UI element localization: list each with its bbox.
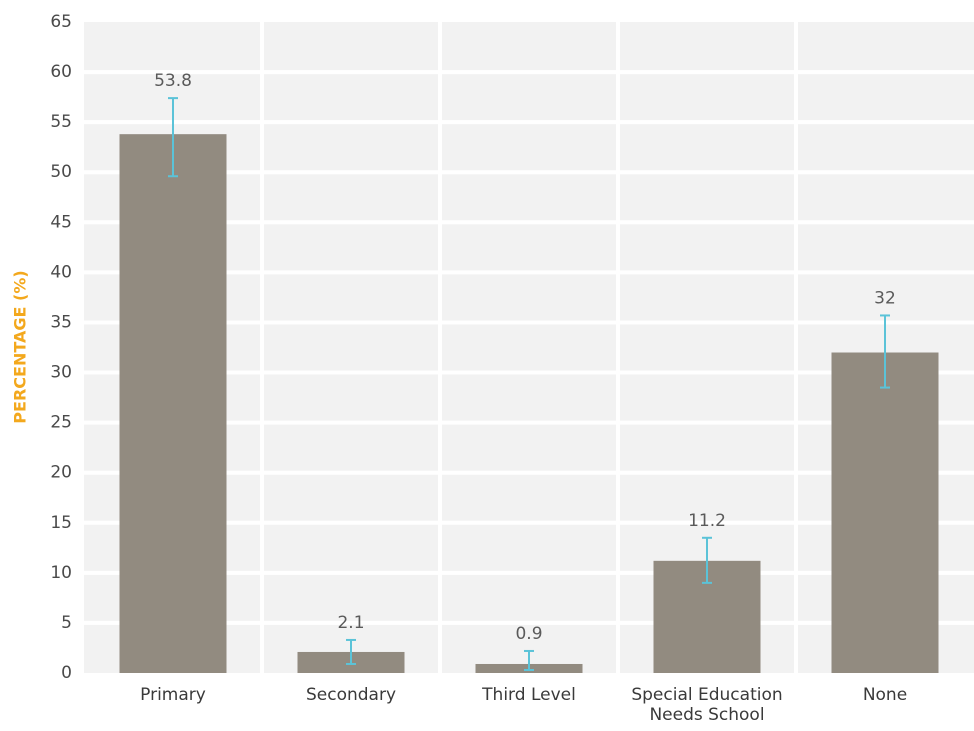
bar (831, 352, 939, 673)
data-label: 2.1 (337, 613, 364, 633)
x-tick-label: Special Education Needs School (631, 685, 782, 725)
error-bar (346, 638, 356, 665)
data-label: 53.8 (154, 71, 192, 91)
grid-lines (84, 22, 974, 673)
y-tick-label: 30 (50, 363, 72, 383)
bar (119, 134, 227, 673)
plot-area (84, 22, 974, 673)
error-bar (702, 536, 712, 584)
error-bars (168, 97, 890, 671)
data-labels: 53.8 2.1 0.9 11.2 32 (154, 71, 896, 644)
y-tick-label: 10 (50, 563, 72, 583)
y-tick-label: 35 (50, 312, 72, 332)
y-tick-label: 0 (61, 663, 72, 683)
y-tick-label: 50 (50, 162, 72, 182)
y-tick-label: 5 (61, 613, 72, 633)
x-tick-label: Third Level (481, 685, 576, 705)
y-tick-label: 15 (50, 513, 72, 533)
x-tick-label: None (863, 685, 907, 705)
y-tick-label: 60 (50, 62, 72, 82)
y-tick-label: 55 (50, 112, 72, 132)
x-tick-label: Primary (140, 685, 206, 705)
y-tick-label: 25 (50, 413, 72, 433)
bars (119, 134, 939, 673)
y-axis-ticks: 0 5 10 15 20 25 30 35 40 45 50 55 60 65 (50, 12, 72, 683)
error-bar (880, 314, 890, 389)
x-tick-label: Secondary (306, 685, 396, 705)
y-tick-label: 65 (50, 12, 72, 32)
y-tick-label: 20 (50, 463, 72, 483)
y-axis-label: PERCENTAGE (%) (11, 270, 30, 423)
error-bar (524, 649, 534, 671)
error-bar (168, 97, 178, 178)
y-tick-label: 40 (50, 262, 72, 282)
data-label: 32 (874, 288, 896, 308)
data-label: 11.2 (688, 511, 726, 531)
x-axis-labels: Primary Secondary Third Level Special Educa… (140, 685, 907, 725)
y-tick-label: 45 (50, 212, 72, 232)
data-label: 0.9 (515, 624, 542, 644)
